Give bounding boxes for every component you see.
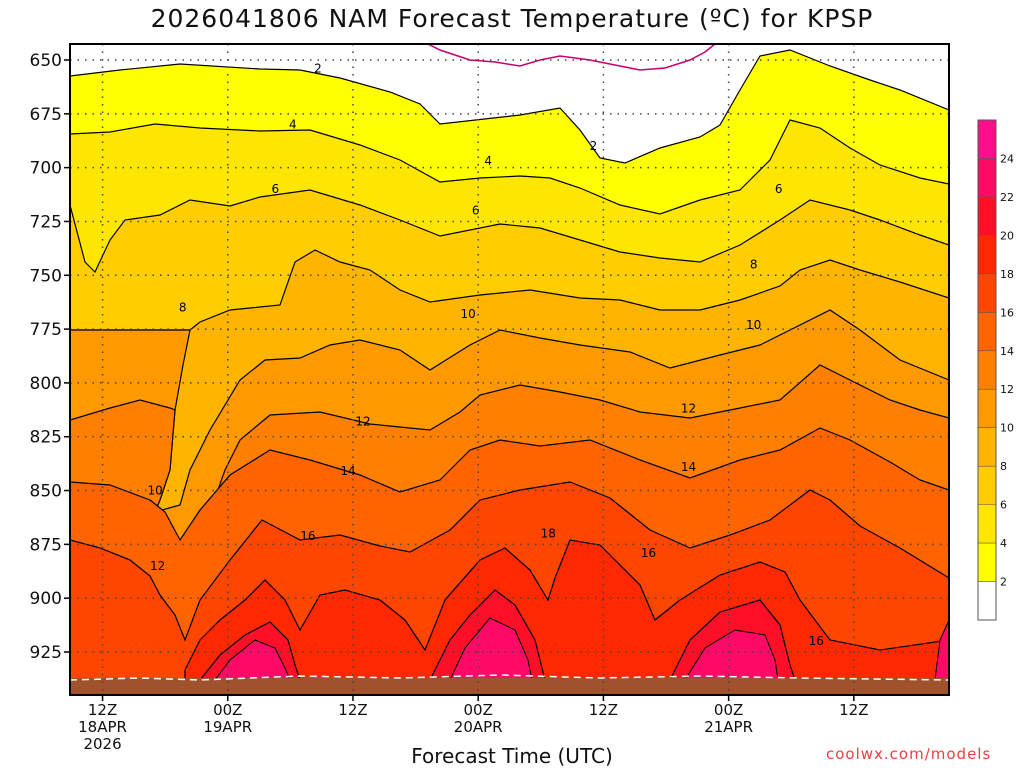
isotherm-0	[427, 44, 716, 71]
contour-label: 10	[746, 318, 761, 332]
contour-label: 6	[472, 204, 480, 218]
colorbar-label: 20	[1000, 229, 1014, 242]
colorbar-swatch	[978, 196, 996, 236]
credit-link[interactable]: coolwx.com/models	[826, 745, 992, 763]
y-tick-label: 925	[30, 643, 62, 663]
x-tick-label: 2026	[83, 735, 121, 753]
x-tick-label: 00Z	[714, 701, 743, 719]
y-tick-label: 650	[30, 51, 62, 71]
y-tick-label: 750	[30, 266, 62, 286]
contour-label: 12	[681, 402, 696, 416]
contour-label: 18	[541, 527, 556, 541]
colorbar-swatch	[978, 466, 996, 505]
colorbar-label: 8	[1000, 460, 1007, 473]
colorbar-label: 12	[1000, 383, 1014, 396]
colorbar-swatch	[978, 312, 996, 351]
contour-label: 4	[484, 154, 492, 168]
colorbar-swatch	[978, 389, 996, 428]
colorbar-label: 6	[1000, 499, 1007, 512]
contour-label: 16	[809, 634, 824, 648]
y-tick-label: 725	[30, 212, 62, 232]
contour-label: 2	[590, 139, 598, 153]
y-tick-label: 875	[30, 535, 62, 555]
colorbar-label: 4	[1000, 537, 1007, 550]
x-tick-label: 21APR	[704, 718, 753, 736]
x-tick-label: 12Z	[338, 701, 367, 719]
colorbar-swatch	[978, 273, 996, 313]
contour-label: 14	[340, 464, 355, 478]
colorbar-label: 2	[1000, 576, 1007, 589]
x-tick-label: 00Z	[464, 701, 493, 719]
contour-label: 12	[150, 559, 165, 573]
contour-label: 4	[289, 118, 297, 132]
colorbar-label: 16	[1000, 306, 1014, 319]
y-tick-label: 775	[30, 320, 62, 340]
colorbar-swatch	[978, 120, 996, 159]
colorbar-label: 18	[1000, 268, 1014, 281]
colorbar-label: 22	[1000, 191, 1014, 204]
x-axis-label: Forecast Time (UTC)	[411, 744, 613, 768]
colorbar-swatch	[978, 581, 996, 620]
x-tick-label: 12Z	[839, 701, 868, 719]
x-tick-label: 19APR	[203, 718, 252, 736]
colorbar-swatch	[978, 158, 996, 197]
colorbar-swatch	[978, 427, 996, 467]
contour-label: 14	[681, 460, 696, 474]
colorbar-swatch	[978, 235, 996, 274]
contour-label: 12	[355, 415, 370, 429]
y-tick-label: 700	[30, 159, 62, 179]
x-tick-label: 12Z	[589, 701, 618, 719]
colorbar-label: 10	[1000, 422, 1014, 435]
colorbar-frame	[977, 119, 997, 621]
x-tick-label: 00Z	[213, 701, 242, 719]
plot-frame	[69, 43, 950, 696]
ground	[70, 678, 949, 695]
contour-label: 8	[750, 258, 758, 272]
x-tick-label: 20APR	[454, 718, 503, 736]
colorbar-swatch	[978, 543, 996, 582]
colorbar-label: 24	[1000, 152, 1014, 165]
y-tick-label: 850	[30, 482, 62, 502]
y-tick-label: 900	[30, 589, 62, 609]
colorbar-swatch	[978, 350, 996, 390]
y-tick-label: 825	[30, 428, 62, 448]
y-axis: 650 675 700 725 750 775 800 825 850 875 900 925	[30, 51, 70, 663]
x-tick-label: 18APR	[78, 718, 127, 736]
contour-label: 6	[775, 182, 783, 196]
contour-label: 6	[272, 182, 280, 196]
contour-label: 16	[641, 546, 656, 560]
contour-label: 10	[148, 484, 163, 498]
contour-label: 16	[300, 529, 315, 543]
colorbar-label: 14	[1000, 345, 1014, 358]
contour-label: 8	[179, 301, 187, 315]
temperature-field	[70, 44, 949, 695]
y-tick-label: 675	[30, 105, 62, 125]
chart-title: 2026041806 NAM Forecast Temperature (ºC)…	[150, 4, 874, 33]
contour-label: 2	[314, 62, 322, 76]
contour-labels: 2 2 4 4 6 6 6 8 8 10 10 10 12 12 12 14 14 16 16 16 18	[148, 62, 824, 649]
x-tick-label: 12Z	[88, 701, 117, 719]
y-tick-label: 800	[30, 374, 62, 394]
contour-label: 10	[461, 307, 476, 321]
colorbar-swatch	[978, 504, 996, 544]
surface-line	[70, 674, 949, 681]
